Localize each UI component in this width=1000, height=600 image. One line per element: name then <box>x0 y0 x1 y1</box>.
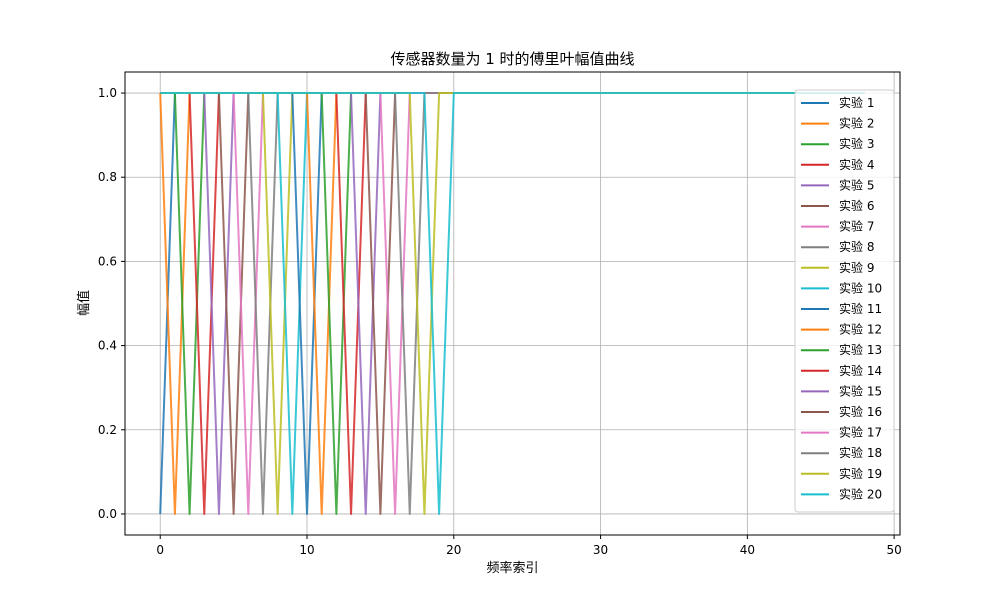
legend-label: 实验 20 <box>839 486 882 501</box>
legend-label: 实验 3 <box>839 136 874 151</box>
x-tick-label: 0 <box>156 543 164 557</box>
legend-label: 实验 10 <box>839 280 882 295</box>
legend-label: 实验 8 <box>839 239 874 254</box>
series-lines <box>159 92 865 515</box>
legend-label: 实验 17 <box>839 425 882 440</box>
axes: 0 10 20 30 40 50 0.0 0.2 0.4 0.6 0.8 1.0 <box>98 71 902 557</box>
legend-label: 实验 11 <box>839 301 882 316</box>
legend-label: 实验 9 <box>839 260 874 275</box>
legend-label: 实验 1 <box>839 95 874 110</box>
legend-label: 实验 7 <box>839 219 874 234</box>
legend-label: 实验 5 <box>839 177 874 192</box>
chart-title: 传感器数量为 1 时的傅里叶幅值曲线 <box>390 50 634 68</box>
y-axis-label: 幅值 <box>76 290 92 316</box>
legend: 实验 1 实验 2 实验 3 实验 4 实验 5 实验 6 实验 7 实验 8 实验 9 实验 1… <box>794 89 895 513</box>
x-axis-label: 频率索引 <box>486 560 538 576</box>
plot-frame <box>124 71 901 536</box>
legend-label: 实验 15 <box>839 383 882 398</box>
y-tick-label: 0.0 <box>98 507 117 521</box>
legend-label: 实验 19 <box>839 466 882 481</box>
x-tick-label: 50 <box>886 543 901 557</box>
legend-label: 实验 4 <box>839 157 874 172</box>
legend-label: 实验 16 <box>839 404 882 419</box>
y-tick-label: 0.6 <box>98 254 117 268</box>
x-tick-label: 40 <box>740 543 755 557</box>
x-tick-label: 30 <box>593 543 608 557</box>
y-tick-label: 0.2 <box>98 423 117 437</box>
legend-label: 实验 12 <box>839 322 882 337</box>
legend-label: 实验 18 <box>839 445 882 460</box>
legend-label: 实验 2 <box>839 116 874 131</box>
x-tick-label: 10 <box>299 543 314 557</box>
legend-label: 实验 6 <box>839 198 874 213</box>
y-tick-label: 0.4 <box>98 339 117 353</box>
legend-box <box>794 89 895 513</box>
legend-label: 实验 13 <box>839 342 882 357</box>
legend-label: 实验 14 <box>839 363 882 378</box>
x-tick-label: 20 <box>446 543 461 557</box>
series-line-20 <box>160 92 865 515</box>
y-tick-label: 0.8 <box>98 170 117 184</box>
y-tick-label: 1.0 <box>98 86 117 100</box>
